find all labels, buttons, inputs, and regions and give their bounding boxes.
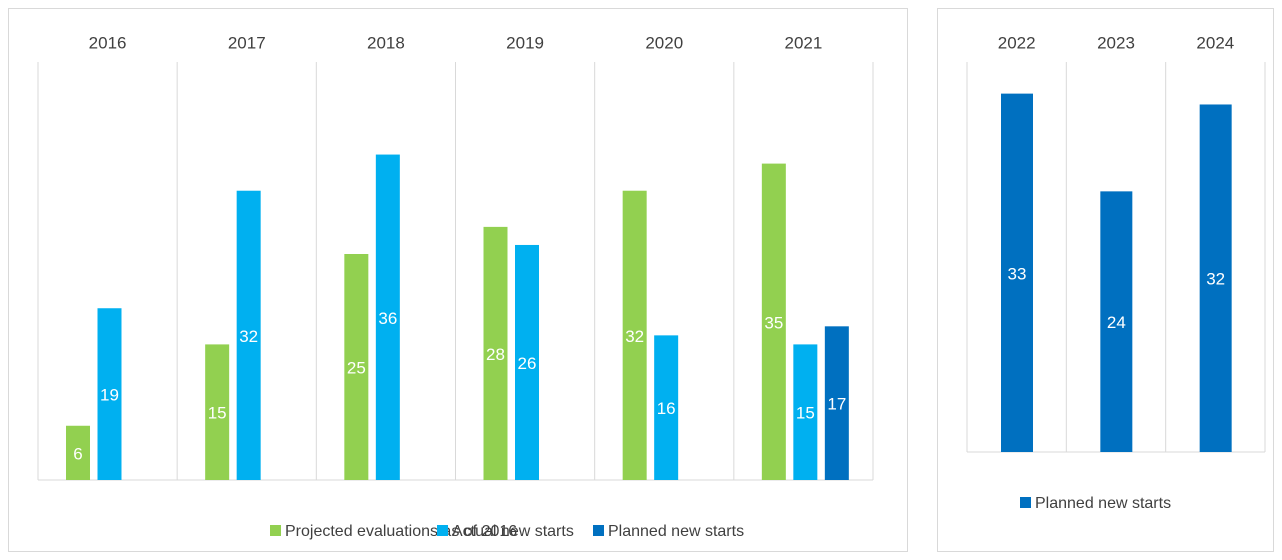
value-label: 24 [1107,313,1126,332]
value-label: 35 [764,313,783,332]
bar [375,154,400,480]
legend-label: Planned new starts [608,523,744,540]
value-label: 6 [73,444,82,463]
value-label: 17 [827,395,846,414]
legend-label: Projected evaluations as of 2016 [285,523,517,540]
bar [515,244,539,480]
value-label: 15 [796,404,815,423]
value-label: 32 [1206,270,1225,289]
x-tick-label: 2022 [998,33,1036,52]
x-tick-label: 2017 [228,33,266,52]
x-tick-label: 2024 [1196,33,1234,52]
value-label: 25 [347,358,366,377]
x-tick-label: 2019 [506,33,544,52]
bar [622,190,647,480]
x-tick-label: 2018 [367,33,405,52]
value-label: 15 [208,404,227,423]
bar [824,326,849,480]
x-tick-label: 2023 [1097,33,1135,52]
panel [8,8,908,552]
value-label: 28 [486,345,505,364]
legend-swatch [437,525,448,536]
x-tick-label: 2016 [89,33,127,52]
bar [1199,104,1232,452]
value-label: 19 [100,386,119,405]
value-label: 32 [625,327,644,346]
bar [483,226,508,480]
x-tick-label: 2021 [785,33,823,52]
legend-swatch [270,525,281,536]
legend-swatch [593,525,604,536]
x-tick-label: 2020 [645,33,683,52]
legend-label: Planned new starts [1035,495,1171,512]
bar [344,254,369,480]
value-label: 16 [657,399,676,418]
value-label: 36 [378,309,397,328]
bar [205,344,230,480]
bar [236,190,261,480]
value-label: 32 [239,327,258,346]
bar [761,163,786,480]
bar [66,425,90,480]
legend-swatch [1020,497,1031,508]
value-label: 33 [1008,264,1027,283]
value-label: 26 [518,354,537,373]
bar [97,308,122,480]
legend-label: Actual new starts [452,523,574,540]
bar [793,344,818,480]
bar [1100,191,1133,453]
bar [1001,93,1033,453]
bar [654,335,679,480]
